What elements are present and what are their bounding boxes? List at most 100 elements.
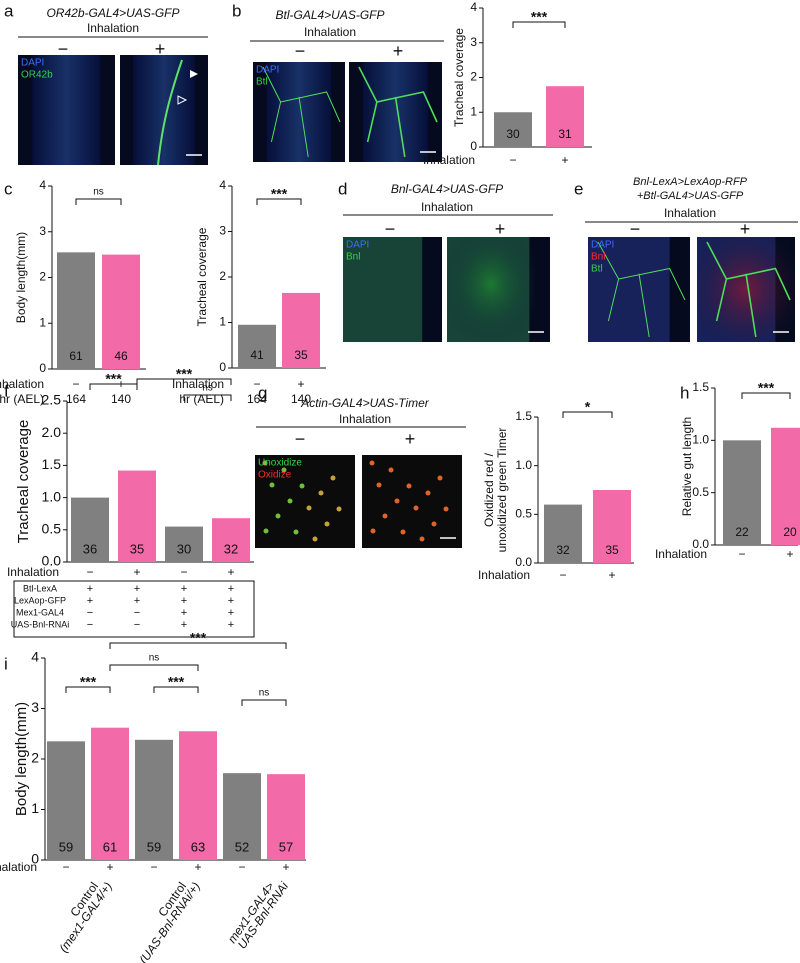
bar bbox=[494, 112, 532, 147]
image-title: +Btl-GAL4>UAS-GFP bbox=[637, 190, 744, 202]
channel-label: Btl bbox=[591, 264, 603, 275]
condition-label: Inhalation bbox=[664, 206, 716, 220]
channel-label: Btl bbox=[256, 77, 268, 88]
y-tick-label: 0 bbox=[470, 139, 477, 153]
y-axis-label: Tracheal coverage bbox=[15, 420, 32, 544]
count-label: 35 bbox=[605, 543, 619, 557]
y-tick-label: 1.0 bbox=[692, 433, 709, 447]
y-axis-label: Oxidized red / bbox=[482, 452, 496, 527]
genotype-value: + bbox=[228, 595, 234, 607]
y-axis-label: unoxidized green Timer bbox=[495, 428, 509, 553]
micrograph-signal bbox=[447, 237, 535, 342]
bar bbox=[223, 773, 261, 860]
genotype-value: + bbox=[228, 607, 234, 619]
bar bbox=[71, 497, 109, 562]
channel-label: DAPI bbox=[346, 240, 369, 251]
y-axis-label: Relative gut length bbox=[680, 417, 694, 516]
micrograph-signal bbox=[157, 59, 183, 166]
y-tick-label: 2.0 bbox=[42, 424, 62, 440]
x-tick-label: + bbox=[786, 547, 793, 561]
genotype-value: + bbox=[228, 619, 234, 631]
micrograph-trachea bbox=[706, 241, 791, 338]
count-label: 63 bbox=[191, 839, 205, 854]
row-value: 140 bbox=[111, 392, 131, 406]
channel-label: DAPI bbox=[21, 58, 44, 69]
y-tick-label: 1.5 bbox=[692, 380, 709, 394]
micrograph-signal bbox=[697, 237, 795, 342]
y-tick-label: 0.5 bbox=[42, 521, 62, 537]
arrowhead bbox=[190, 70, 198, 78]
significance-bracket bbox=[183, 394, 232, 401]
micrograph-trachea bbox=[358, 66, 438, 158]
bar bbox=[238, 324, 276, 368]
x-axis-label: Inhalation bbox=[478, 568, 530, 582]
y-axis-label: Tracheal coverage bbox=[452, 28, 466, 127]
x-tick-label: − bbox=[180, 565, 187, 579]
significance-label: *** bbox=[80, 674, 97, 690]
y-tick-label: 3 bbox=[219, 224, 226, 238]
y-tick-label: 0.0 bbox=[692, 537, 709, 551]
panel-letter: c bbox=[4, 179, 13, 198]
genotype-value: − bbox=[87, 619, 93, 631]
micrograph-nucleus bbox=[394, 498, 400, 504]
micrograph-nucleus bbox=[443, 506, 449, 512]
y-tick-label: 2 bbox=[39, 270, 46, 284]
bar bbox=[57, 252, 95, 369]
condition-label: Inhalation bbox=[304, 25, 356, 39]
significance-bracket bbox=[136, 378, 232, 385]
genotype-label: LexAop-GFP bbox=[14, 595, 66, 605]
x-tick-label: − bbox=[150, 860, 157, 874]
panel-letter: b bbox=[232, 1, 241, 20]
micrograph-nucleus bbox=[312, 536, 318, 542]
significance-label: ns bbox=[149, 653, 160, 664]
y-tick-label: 1.5 bbox=[515, 409, 532, 423]
y-tick-label: 3 bbox=[39, 224, 46, 238]
count-label: 20 bbox=[783, 525, 797, 539]
micrograph-nucleus bbox=[318, 490, 324, 496]
genotype-value: + bbox=[181, 583, 187, 595]
micrograph-nucleus bbox=[263, 528, 269, 534]
micrograph-tissue bbox=[266, 62, 332, 162]
channel-label: Unoxidize bbox=[258, 458, 302, 469]
genotype-value: − bbox=[134, 619, 140, 631]
bar bbox=[267, 774, 305, 860]
y-axis-label: Body length(mm) bbox=[14, 232, 28, 323]
significance-label: ns bbox=[93, 187, 104, 198]
panel-letter: g bbox=[258, 383, 267, 402]
y-tick-label: 0.5 bbox=[692, 485, 709, 499]
bar bbox=[544, 504, 582, 563]
condition-label: Inhalation bbox=[339, 412, 391, 426]
significance-bracket bbox=[109, 642, 287, 649]
significance-label: *** bbox=[176, 366, 193, 382]
x-tick-label: − bbox=[559, 568, 566, 582]
genotype-value: + bbox=[87, 595, 93, 607]
genotype-label: Mex1-GAL4 bbox=[16, 607, 64, 617]
x-tick-label: + bbox=[282, 860, 289, 874]
micrograph-nucleus bbox=[376, 482, 382, 488]
y-tick-label: 0.0 bbox=[42, 553, 62, 569]
count-label: 30 bbox=[177, 541, 191, 556]
micrograph-nucleus bbox=[275, 513, 281, 519]
count-label: 32 bbox=[224, 541, 238, 556]
count-label: 46 bbox=[114, 349, 128, 363]
x-tick-label: − bbox=[62, 860, 69, 874]
bar bbox=[771, 427, 800, 545]
channel-label: DAPI bbox=[256, 65, 279, 76]
significance-label: *** bbox=[168, 674, 185, 690]
image-title: Actin-GAL4>UAS-Timer bbox=[300, 396, 430, 410]
significance-bracket bbox=[75, 198, 122, 205]
significance-label: *** bbox=[105, 371, 122, 387]
level-label: + bbox=[495, 219, 506, 239]
significance-bracket bbox=[512, 21, 566, 28]
y-tick-label: 4 bbox=[39, 178, 46, 192]
level-label: − bbox=[630, 219, 641, 239]
genotype-value: + bbox=[228, 583, 234, 595]
significance-bracket bbox=[109, 664, 199, 671]
x-tick-label: − bbox=[238, 860, 245, 874]
bar bbox=[91, 727, 129, 860]
x-tick-label: + bbox=[227, 565, 234, 579]
level-label: − bbox=[295, 429, 306, 449]
y-tick-label: 1.0 bbox=[42, 488, 62, 504]
micrograph-nucleus bbox=[336, 506, 342, 512]
micrograph-nucleus bbox=[425, 490, 431, 496]
